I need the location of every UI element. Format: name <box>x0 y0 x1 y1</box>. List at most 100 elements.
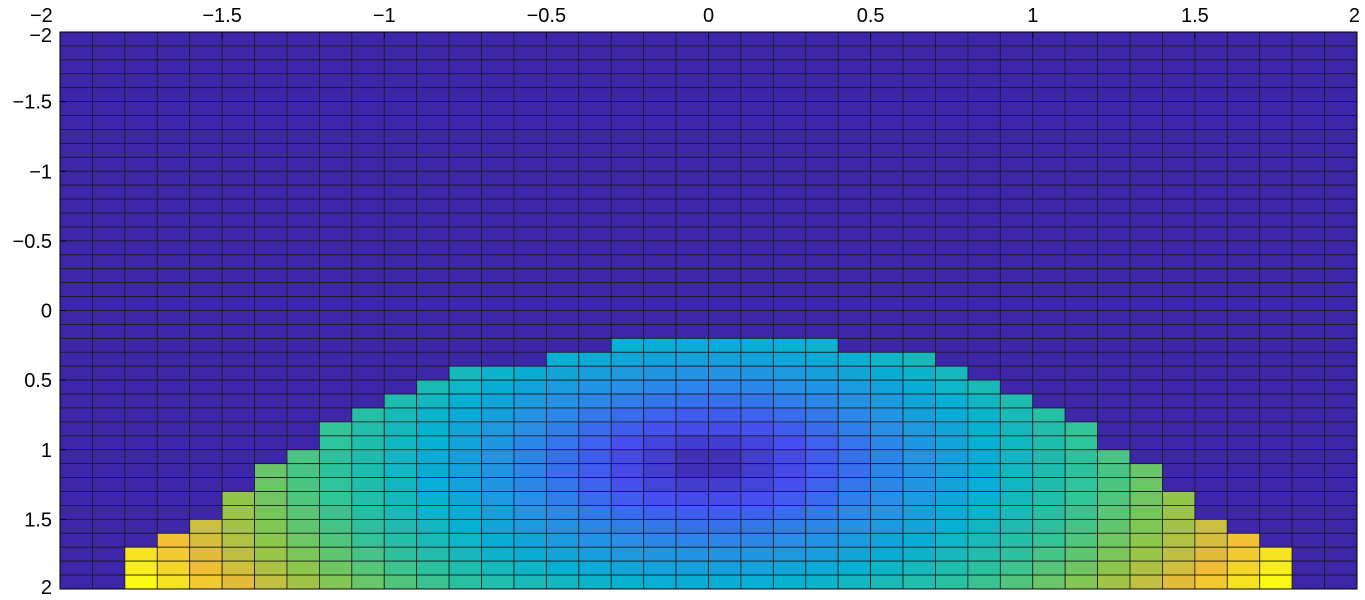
heatmap-cell <box>1226 268 1261 284</box>
heatmap-cell <box>675 45 709 61</box>
heatmap-cell <box>708 254 742 270</box>
heatmap-cell <box>351 351 385 367</box>
heatmap-cell <box>92 421 126 437</box>
heatmap-cell <box>221 421 255 437</box>
heatmap-cell <box>708 449 742 465</box>
heatmap-cell <box>318 560 353 576</box>
heatmap-cell <box>156 574 191 590</box>
heatmap-cell <box>189 574 223 590</box>
heatmap-cell <box>286 351 320 367</box>
heatmap-cell <box>318 518 353 534</box>
heatmap-cell <box>740 87 774 103</box>
heatmap-cell <box>1194 73 1228 89</box>
heatmap-cell <box>578 491 612 506</box>
heatmap-cell <box>1162 156 1196 172</box>
heatmap-cell <box>286 546 320 562</box>
heatmap-cell <box>221 254 255 270</box>
heatmap-cell <box>1129 393 1163 409</box>
heatmap-cell <box>481 379 515 395</box>
heatmap-cell <box>610 198 645 214</box>
heatmap-cell <box>351 393 385 409</box>
heatmap-cell <box>870 532 904 548</box>
heatmap-cell <box>1226 73 1261 89</box>
heatmap-cell <box>92 393 126 409</box>
heatmap-cell <box>1032 268 1066 284</box>
heatmap-cell <box>1097 560 1131 576</box>
heatmap-cell <box>1032 282 1066 297</box>
heatmap-cell <box>1032 296 1066 311</box>
x-tick-label: 1 <box>1027 5 1038 27</box>
heatmap-cell <box>578 546 612 562</box>
heatmap-cell <box>351 477 385 492</box>
heatmap-cell <box>967 532 1001 548</box>
heatmap-cell <box>902 184 936 200</box>
heatmap-cell <box>1291 337 1325 353</box>
heatmap-cell <box>318 463 353 479</box>
heatmap-cell <box>675 463 709 479</box>
y-tick-label: −1 <box>29 161 52 183</box>
heatmap-cell <box>545 184 580 200</box>
heatmap-cell <box>481 73 515 89</box>
heatmap-cell <box>351 101 385 116</box>
heatmap-cell <box>286 254 320 270</box>
heatmap-cell <box>870 101 904 116</box>
heatmap-cell <box>1226 337 1261 353</box>
heatmap-cell <box>1162 491 1196 506</box>
heatmap-cell <box>708 324 742 339</box>
heatmap-cell <box>1324 240 1358 256</box>
heatmap-cell <box>610 449 645 465</box>
heatmap-cell <box>1162 101 1196 116</box>
heatmap-cell <box>513 31 547 47</box>
heatmap-cell <box>59 156 93 172</box>
heatmap-cell <box>124 142 158 158</box>
heatmap-cell <box>254 142 288 158</box>
heatmap-cell <box>643 212 677 228</box>
heatmap-cell <box>124 198 158 214</box>
heatmap-cell <box>221 546 255 562</box>
heatmap-cell <box>92 491 126 506</box>
heatmap-cell <box>805 101 839 116</box>
heatmap-cell <box>1324 379 1358 395</box>
heatmap-cell <box>578 198 612 214</box>
heatmap-cell <box>837 421 872 437</box>
heatmap-cell <box>1324 31 1358 47</box>
heatmap-cell <box>935 435 969 451</box>
heatmap-cell <box>1032 351 1066 367</box>
heatmap-cell <box>999 59 1034 75</box>
heatmap-cell <box>189 282 223 297</box>
heatmap-cell <box>156 129 191 144</box>
heatmap-cell <box>92 365 126 381</box>
heatmap-cell <box>1032 337 1066 353</box>
heatmap-cell <box>708 101 742 116</box>
heatmap-cell <box>513 491 547 506</box>
heatmap-cell <box>740 365 774 381</box>
heatmap-cell <box>870 407 904 423</box>
heatmap-cell <box>513 240 547 256</box>
heatmap-cell <box>967 282 1001 297</box>
heatmap-cell <box>805 337 839 353</box>
heatmap-cell <box>1291 310 1325 325</box>
heatmap-cell <box>221 407 255 423</box>
heatmap-cell <box>935 254 969 270</box>
heatmap-cell <box>318 365 353 381</box>
heatmap-cell <box>59 101 93 116</box>
heatmap-cell <box>1129 449 1163 465</box>
heatmap-cell <box>772 463 807 479</box>
heatmap-cell <box>383 365 418 381</box>
heatmap-cell <box>1194 407 1228 423</box>
heatmap-cell <box>124 324 158 339</box>
heatmap-cell <box>740 463 774 479</box>
heatmap-cell <box>189 142 223 158</box>
heatmap-cell <box>1097 324 1131 339</box>
heatmap-cell <box>448 129 482 144</box>
heatmap-cell <box>1226 282 1261 297</box>
heatmap-cell <box>318 379 353 395</box>
heatmap-cell <box>286 142 320 158</box>
heatmap-cell <box>967 505 1001 520</box>
heatmap-cell <box>805 87 839 103</box>
heatmap-cell <box>1064 282 1099 297</box>
heatmap-cell <box>351 59 385 75</box>
heatmap-cell <box>1324 505 1358 520</box>
heatmap-cell <box>999 505 1034 520</box>
heatmap-cell <box>1291 491 1325 506</box>
